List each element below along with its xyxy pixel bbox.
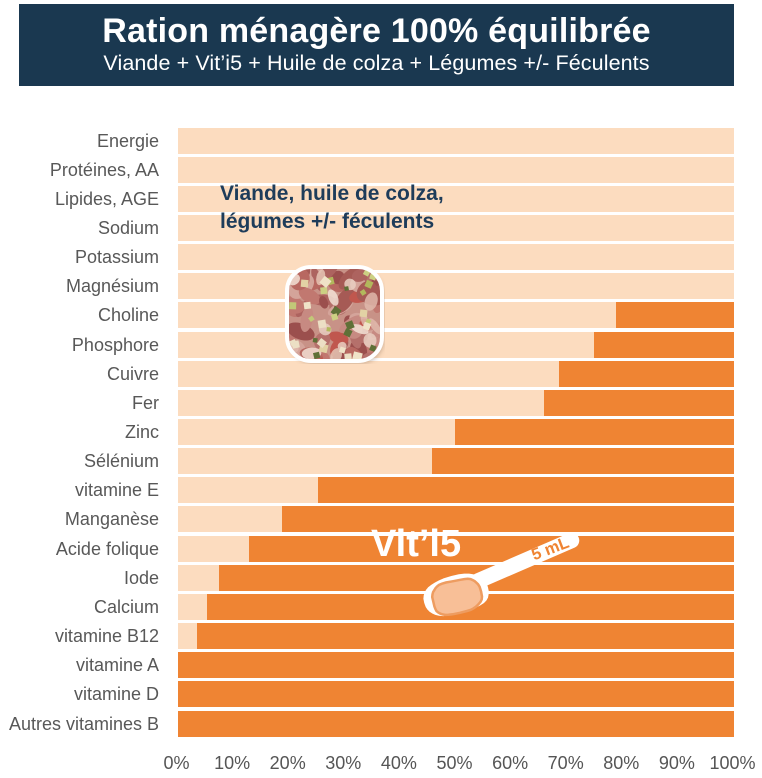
svg-text:5 mL: 5 mL: [529, 534, 571, 565]
